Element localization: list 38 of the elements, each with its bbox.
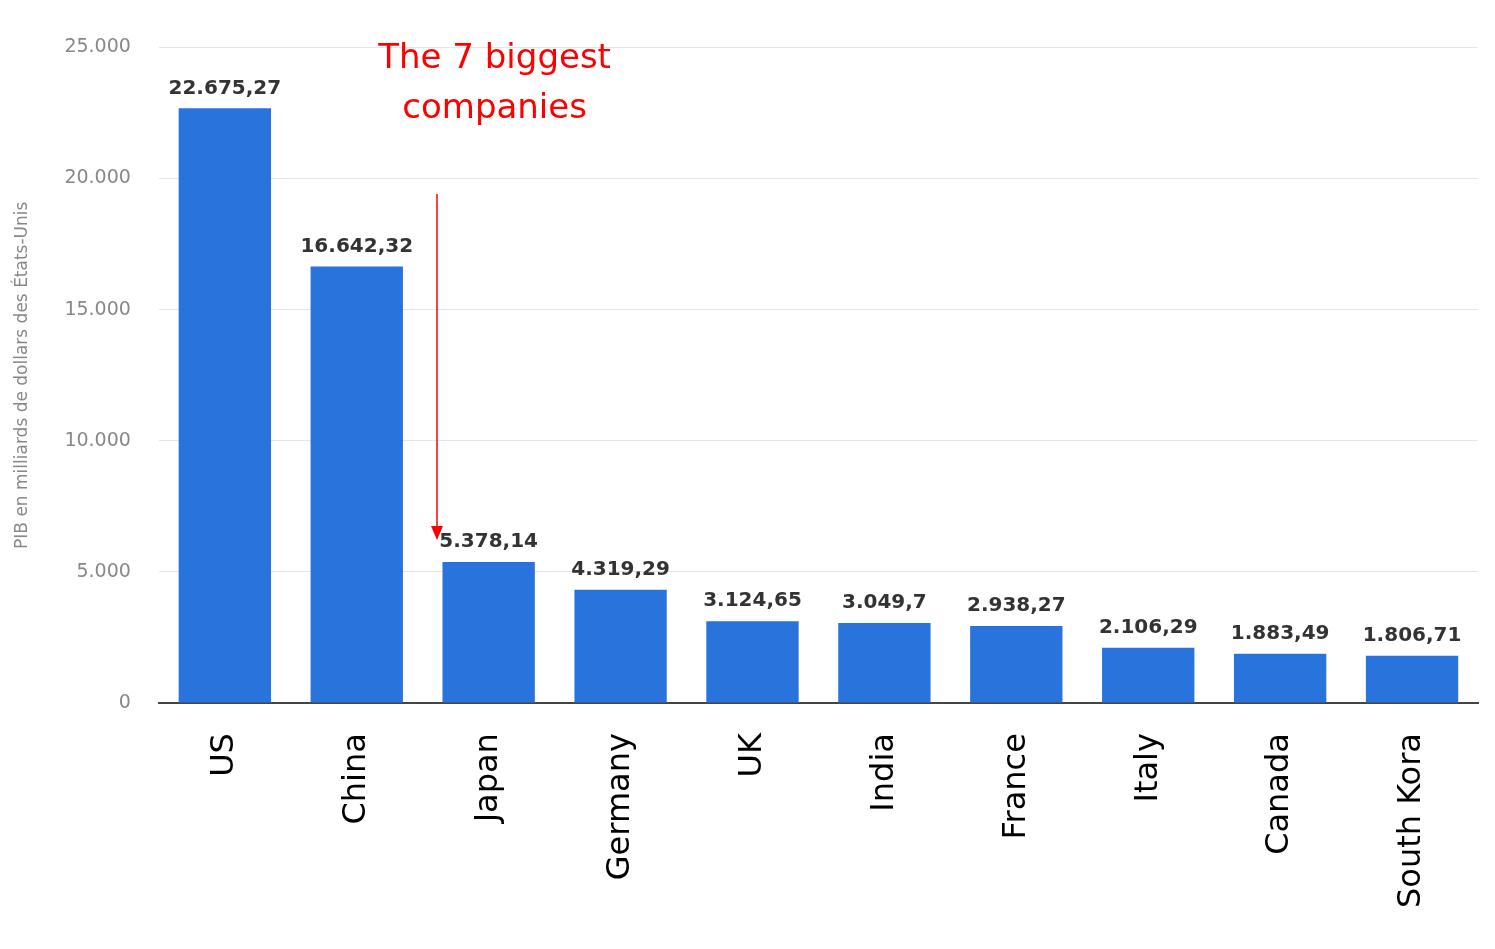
data-label: 16.642,32	[300, 232, 414, 257]
bar	[310, 266, 403, 703]
bar	[178, 108, 272, 703]
x-tick-label: India	[862, 733, 901, 812]
y-axis-title: PIB en milliards de dollars des États-Unis	[9, 201, 31, 549]
x-tick-label: Canada	[1258, 733, 1297, 855]
bar	[838, 623, 931, 703]
y-tick-label: 25.000	[64, 34, 131, 57]
y-tick-label: 5.000	[76, 558, 131, 581]
bar	[1102, 647, 1195, 703]
y-tick-label: 15.000	[64, 296, 131, 319]
bar	[1365, 655, 1459, 703]
data-label: 3.124,65	[703, 587, 802, 612]
data-label: 2.106,29	[1098, 614, 1198, 639]
data-label: 22.675,27	[168, 74, 282, 99]
annotation: The 7 biggest companies	[377, 35, 611, 126]
bar	[970, 626, 1063, 703]
data-label: 1.806,71	[1362, 621, 1462, 646]
y-tick-label: 0	[118, 690, 131, 713]
data-label: 3.049,7	[842, 589, 927, 614]
data-label: 1.883,49	[1230, 619, 1330, 644]
x-tick-label: Japan	[466, 733, 505, 825]
data-label: 4.319,29	[571, 556, 670, 581]
data-label: 5.378,14	[439, 528, 539, 553]
bar	[1233, 653, 1327, 703]
bar	[574, 589, 667, 703]
x-tick-label: UK	[730, 732, 769, 778]
x-tick-label: Germany	[598, 733, 637, 881]
y-tick-label: 20.000	[64, 165, 131, 188]
x-tick-label: South Kora	[1390, 733, 1429, 908]
bar	[442, 562, 535, 703]
x-tick-label: Italy	[1126, 733, 1165, 803]
data-label: 2.938,27	[966, 592, 1066, 617]
bar	[706, 621, 799, 703]
x-tick-label: US	[203, 733, 242, 777]
x-tick-label: China	[335, 733, 374, 825]
y-tick-label: 10.000	[64, 427, 131, 450]
x-tick-label: France	[994, 733, 1033, 840]
